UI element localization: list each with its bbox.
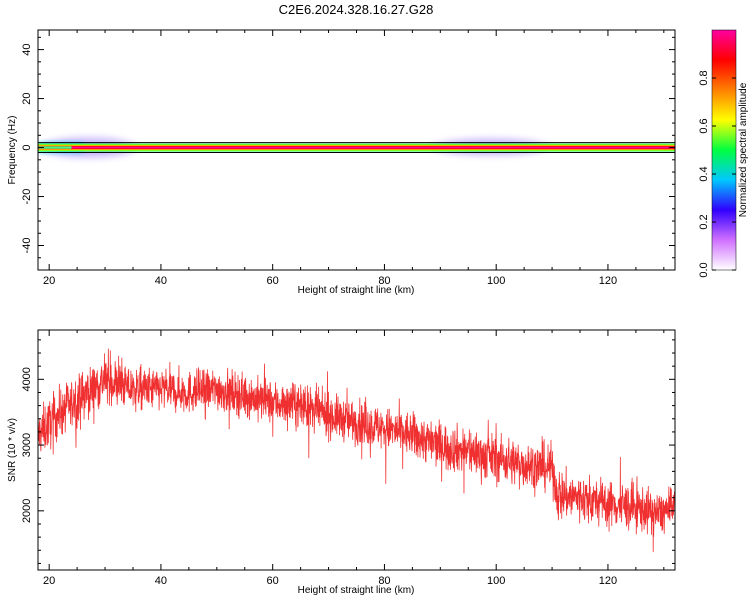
colorbar-title: Normalized spectral amplitude [738,82,749,217]
snr-x-tick-label: 20 [43,575,55,587]
spectrogram-x-tick-label: 80 [378,275,390,287]
signal-band-layer-5 [38,146,675,149]
snr-frame [37,329,676,571]
spectrogram-panel: 20 40 60 80 100 120 40 20 0 -20 -40 Height of stra… [7,29,676,296]
spectrogram-x-tick-label: 20 [43,275,55,287]
colorbar-tick-label: 0.6 [698,118,710,133]
chart-title: C2E6.2024.328.16.27.G28 [279,2,434,17]
spectrogram-y-tick-label: -20 [21,189,33,205]
spectrogram-x-tick-label: 100 [487,275,505,287]
spectrogram-x-tick-label: 120 [599,275,617,287]
spectrogram-y-axis-title: Frequency (Hz) [7,116,18,185]
snr-panel: 20 40 60 80 100 120 4000 3000 2000 Height of str… [7,329,676,596]
spectrogram-y-tick-label: -40 [21,238,33,254]
spectrogram-y-tick-label: 0 [21,144,33,150]
early-band-core [38,146,72,149]
snr-x-axis-title: Height of straight line (km) [298,585,415,596]
colorbar-tick-label: 0.8 [698,70,710,85]
snr-series-line [38,348,675,553]
snr-y-tick-label: 4000 [21,367,33,391]
snr-x-tick-label: 120 [599,575,617,587]
colorbar-tick-label: 0.4 [698,166,710,181]
snr-x-tick-label: 100 [487,575,505,587]
snr-x-tick-label: 60 [267,575,279,587]
snr-y-axis-title: SNR (10 * v/v) [7,418,18,482]
snr-y-tick-label: 3000 [21,433,33,457]
snr-x-tick-label: 40 [155,575,167,587]
spectrogram-x-tick-label: 40 [155,275,167,287]
colorbar: 0.0 0.2 0.4 0.6 0.8 Normalized spectral ampl… [698,29,749,278]
spectrogram-x-tick-label: 60 [267,275,279,287]
colorbar-gradient [711,29,737,271]
spectrogram-y-tick-label: 20 [21,92,33,104]
snr-x-tick-label: 80 [378,575,390,587]
snr-y-tick-label: 2000 [21,499,33,523]
spectrogram-y-tick-label: 40 [21,43,33,55]
spectrogram-x-axis-title: Height of straight line (km) [298,285,415,296]
colorbar-tick-label: 0.2 [698,214,710,229]
colorbar-tick-label: 0.0 [698,262,710,277]
